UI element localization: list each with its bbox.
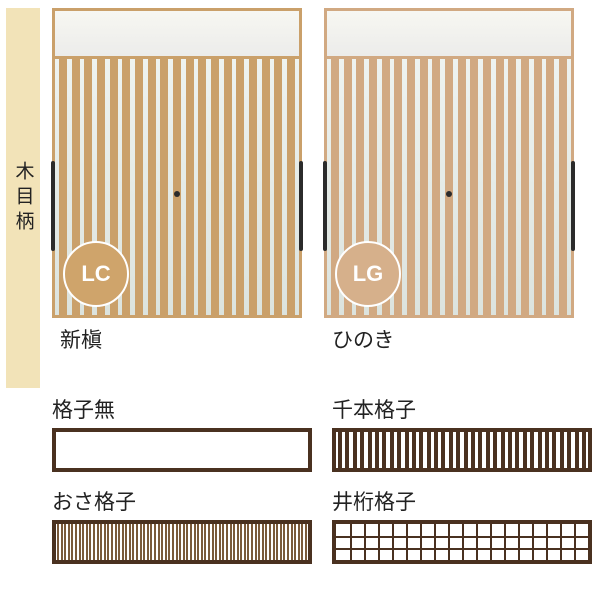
- door-handle-left: [51, 161, 55, 251]
- door-handle-left: [323, 161, 327, 251]
- door-slat: [496, 59, 504, 315]
- door-slat: [432, 59, 440, 315]
- pattern-cell: 格子無: [52, 394, 314, 472]
- door-slat: [420, 59, 428, 315]
- door-transom: [55, 11, 299, 59]
- door-slat: [274, 59, 282, 315]
- pattern-box: [332, 428, 592, 472]
- pattern-name: 千本格子: [332, 394, 594, 424]
- finish-swatch: LC: [63, 241, 129, 307]
- category-label: 木目柄: [10, 161, 37, 236]
- pattern-cell: 井桁格子: [332, 486, 594, 564]
- door-lock-icon: [446, 191, 452, 197]
- door-slat: [458, 59, 466, 315]
- door-slat: [445, 59, 453, 315]
- pattern-box: [52, 520, 312, 564]
- door-slat: [148, 59, 156, 315]
- door-slat: [249, 59, 257, 315]
- door-slat: [236, 59, 244, 315]
- door-slat: [186, 59, 194, 315]
- door-slat: [559, 59, 567, 315]
- door-slat: [534, 59, 542, 315]
- door-render: LG: [324, 8, 574, 318]
- pattern-cell: おさ格子: [52, 486, 314, 564]
- door-slat: [211, 59, 219, 315]
- pattern-grid: 格子無千本格子おさ格子井桁格子: [52, 394, 594, 564]
- door-render: LC: [52, 8, 302, 318]
- door-card: LC 新槇: [52, 8, 302, 354]
- pattern-cell: 千本格子: [332, 394, 594, 472]
- doors-row: LC 新槇 LG ひのき: [52, 8, 574, 354]
- door-slat: [287, 59, 295, 315]
- pattern-name: 格子無: [52, 394, 314, 424]
- pattern-box: [332, 520, 592, 564]
- pattern-name: 井桁格子: [332, 486, 594, 516]
- pattern-box: [52, 428, 312, 472]
- finish-swatch: LG: [335, 241, 401, 307]
- door-slat: [508, 59, 516, 315]
- door-slat: [160, 59, 168, 315]
- door-slat: [407, 59, 415, 315]
- pattern-name: おさ格子: [52, 486, 314, 516]
- door-slat: [262, 59, 270, 315]
- door-transom: [327, 11, 571, 59]
- door-slat: [224, 59, 232, 315]
- door-slat: [546, 59, 554, 315]
- door-card: LG ひのき: [324, 8, 574, 354]
- door-slat: [173, 59, 181, 315]
- door-lock-icon: [174, 191, 180, 197]
- door-caption: 新槇: [52, 324, 302, 354]
- door-slat: [135, 59, 143, 315]
- door-slat: [198, 59, 206, 315]
- door-handle-right: [299, 161, 303, 251]
- door-caption: ひのき: [324, 324, 574, 354]
- category-strip: 木目柄: [6, 8, 40, 388]
- door-slat: [470, 59, 478, 315]
- door-slat: [483, 59, 491, 315]
- door-slat: [521, 59, 529, 315]
- door-handle-right: [571, 161, 575, 251]
